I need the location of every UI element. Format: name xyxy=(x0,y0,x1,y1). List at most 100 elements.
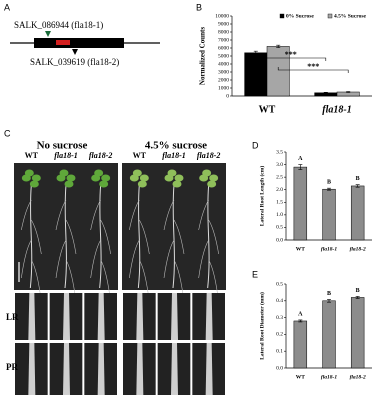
error-bar xyxy=(346,91,351,93)
y-tick-label: 7000 xyxy=(218,37,229,43)
column-label: fla18-2 xyxy=(197,151,221,160)
leaf xyxy=(209,174,219,182)
row-label: PR xyxy=(6,362,18,372)
panel-label: C xyxy=(4,128,11,138)
leaf xyxy=(64,180,74,188)
y-tick-label: 10000 xyxy=(215,13,229,19)
x-tick-label: WT xyxy=(296,374,306,380)
error-bar xyxy=(298,164,303,170)
legend-label: 0% Sucrose xyxy=(286,13,314,19)
y-tick-label: 5000 xyxy=(218,53,229,59)
root-closeup xyxy=(136,343,144,395)
lateral-root xyxy=(173,219,185,255)
x-tick-label: WT xyxy=(296,246,306,252)
leaf xyxy=(207,180,217,188)
gene-model xyxy=(10,31,160,55)
insertion-marker xyxy=(45,31,51,37)
lateral-root xyxy=(100,219,111,255)
lateral-root xyxy=(198,199,209,231)
leaf xyxy=(66,174,76,182)
y-axis-label: Normalized Counts xyxy=(199,27,207,85)
lateral-root xyxy=(31,219,42,255)
significance-stars: *** xyxy=(285,50,297,59)
row-label: LR xyxy=(6,312,19,322)
leaf xyxy=(24,169,34,177)
root-closeup xyxy=(136,293,144,340)
leaf xyxy=(139,174,149,182)
photo-panel xyxy=(14,163,226,395)
root xyxy=(207,184,210,289)
error-bar xyxy=(355,184,360,188)
x-tick-label: fla18-1 xyxy=(322,104,351,115)
lateral-root xyxy=(65,219,77,255)
legend-swatch xyxy=(327,13,333,19)
y-tick-label: 3.0 xyxy=(276,162,283,168)
root xyxy=(99,184,102,289)
y-tick-label: 0.2 xyxy=(276,332,283,338)
bracket xyxy=(277,67,349,73)
lateral-root xyxy=(208,219,219,255)
lateral-root xyxy=(139,219,150,255)
bar xyxy=(293,320,308,369)
condition-title: 4.5% sucrose xyxy=(145,140,207,152)
root-closeup xyxy=(97,293,105,340)
leaf xyxy=(172,180,182,188)
bar xyxy=(322,300,336,369)
bar xyxy=(350,185,365,241)
y-tick-label: 1.5 xyxy=(276,200,283,206)
x-tick-label: fla18-2 xyxy=(350,374,366,380)
root-closeup xyxy=(28,343,36,395)
lateral-root xyxy=(55,239,67,279)
y-tick-label: 3.5 xyxy=(276,149,283,155)
insertion-marker xyxy=(72,49,78,55)
y-tick-label: 0.3 xyxy=(276,315,283,321)
y-tick-label: 1.0 xyxy=(276,212,283,218)
bracket xyxy=(255,55,327,61)
legend-label: 4.5% Sucrose xyxy=(334,13,367,19)
exon xyxy=(34,38,124,48)
significance-stars: *** xyxy=(307,62,319,71)
panel-label: D xyxy=(252,140,259,150)
lateral-root xyxy=(129,199,140,231)
significance-letter: A xyxy=(298,311,303,317)
root-closeup xyxy=(97,343,105,395)
root-closeup xyxy=(205,293,213,340)
y-axis-label: Lateral Root Diameter (mm) xyxy=(258,292,265,360)
panel-label: A xyxy=(4,2,10,12)
y-tick-label: 0.5 xyxy=(276,281,283,287)
condition-title: No sucrose xyxy=(37,140,88,152)
leaf xyxy=(167,169,177,177)
x-tick-label: fla18-2 xyxy=(350,246,366,252)
root-closeup xyxy=(171,293,178,340)
root xyxy=(172,184,175,289)
error-bar xyxy=(327,187,331,191)
lateral-root xyxy=(90,239,101,279)
root-closeup xyxy=(63,343,70,395)
significance-letter: B xyxy=(327,180,331,186)
y-tick-label: 3000 xyxy=(218,69,229,75)
leaf xyxy=(137,180,147,188)
domain xyxy=(56,40,70,45)
lateral-root xyxy=(163,239,175,279)
leaf xyxy=(132,169,142,177)
error-bar xyxy=(298,319,303,323)
leaf xyxy=(99,180,109,188)
leaf xyxy=(202,169,212,177)
x-tick-label: fla18-1 xyxy=(321,246,337,252)
y-tick-label: 0 xyxy=(226,93,229,99)
leaf xyxy=(174,174,184,182)
error-bar xyxy=(355,296,360,299)
significance-letter: B xyxy=(327,291,331,297)
y-tick-label: 2.5 xyxy=(276,174,283,180)
y-axis-label: Lateral Root Length (cm) xyxy=(258,166,265,227)
significance-letter: B xyxy=(356,288,360,294)
error-bar xyxy=(253,50,258,55)
column-label: fla18-1 xyxy=(162,151,186,160)
root-closeup xyxy=(28,293,36,340)
y-tick-label: 9000 xyxy=(218,21,229,27)
leaf xyxy=(59,169,69,177)
bar xyxy=(244,52,268,97)
bar xyxy=(322,188,336,241)
leaf xyxy=(94,169,104,177)
column-label: fla18-1 xyxy=(54,151,78,160)
